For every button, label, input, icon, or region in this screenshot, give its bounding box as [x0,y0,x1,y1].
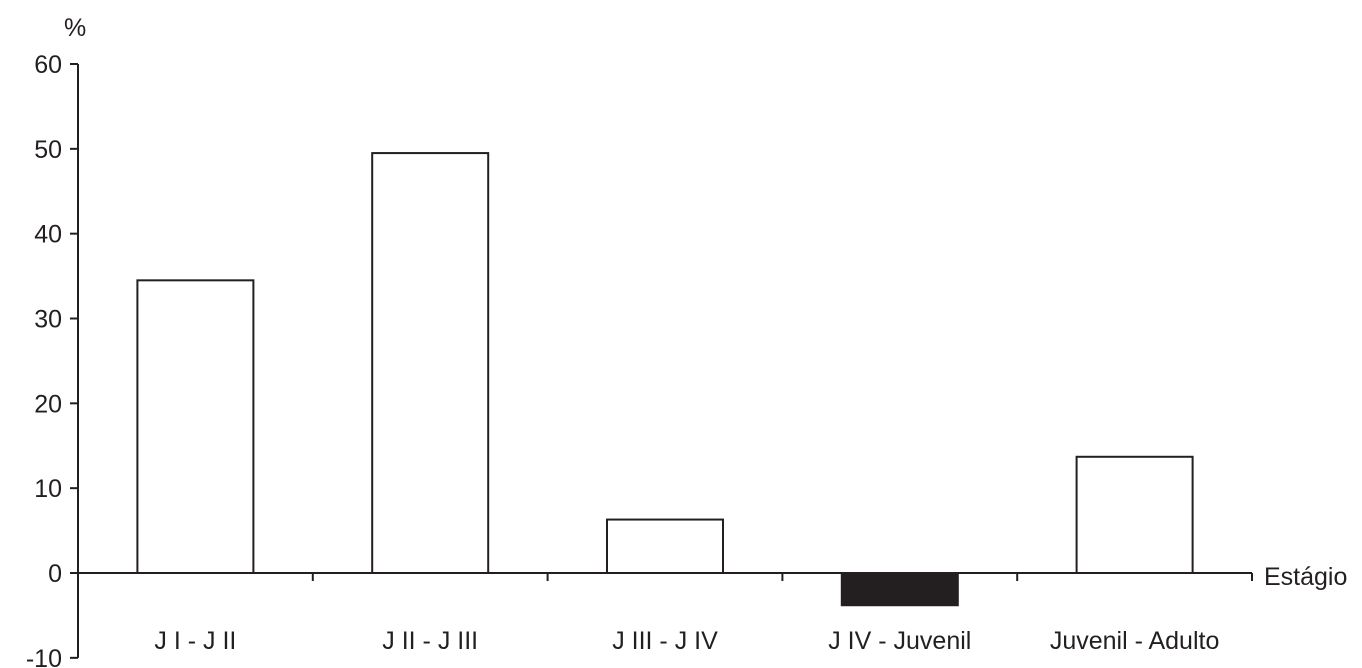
bar [136,279,255,574]
y-tick-label: 20 [34,390,62,418]
bar [606,518,724,574]
y-axis-label: % [64,14,86,42]
x-tick-label: J III - J IV [612,627,718,655]
y-axis-ticks: -10 0 10 20 30 40 50 60 [26,51,78,668]
x-tick-label: J IV - Juvenil [828,627,971,655]
y-tick-label: 30 [34,306,62,334]
y-tick-label: -10 [26,645,62,668]
x-axis-ticks: J I - J II J II - J III J III - J IV J IV -… [154,573,1253,655]
bars [136,152,1194,607]
x-axis-label: Estágio [1264,563,1347,591]
y-tick-label: 10 [34,475,62,503]
y-tick-label: 40 [34,221,62,249]
bar [371,152,490,574]
x-tick-label: J I - J II [154,627,236,655]
bar [840,572,959,607]
x-tick-label: J II - J III [382,627,478,655]
y-tick-label: 0 [48,560,62,588]
bar [1075,455,1194,574]
y-tick-label: 60 [34,51,62,79]
y-tick-label: 50 [34,136,62,164]
x-tick-label: Juvenil - Adulto [1050,627,1220,655]
